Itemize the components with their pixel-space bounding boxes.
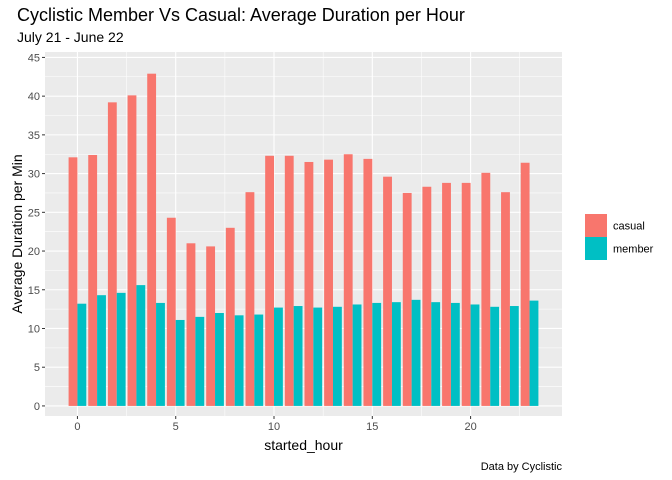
x-axis-title: started_hour bbox=[264, 437, 343, 453]
bar-member bbox=[175, 319, 185, 406]
y-tick-label: 20 bbox=[28, 246, 40, 258]
chart-subtitle: July 21 - June 22 bbox=[17, 29, 124, 45]
chart-title: Cyclistic Member Vs Casual: Average Dura… bbox=[17, 5, 465, 25]
bar-casual bbox=[206, 246, 216, 406]
legend-label-casual: casual bbox=[613, 221, 645, 233]
bar-member bbox=[234, 315, 244, 406]
bar-casual bbox=[501, 192, 510, 406]
chart-caption: Data by Cyclistic bbox=[481, 461, 563, 473]
bar-member bbox=[215, 312, 224, 406]
bar-member bbox=[156, 302, 165, 406]
bar-casual bbox=[363, 158, 373, 406]
bar-casual bbox=[442, 182, 451, 406]
bars bbox=[68, 73, 539, 406]
bar-casual bbox=[520, 162, 530, 406]
bar-casual bbox=[324, 159, 333, 406]
legend-key-member bbox=[585, 237, 607, 260]
bar-member bbox=[490, 306, 500, 406]
bar-member bbox=[332, 306, 342, 406]
y-tick-label: 0 bbox=[34, 401, 40, 413]
bar-member bbox=[470, 304, 480, 406]
bar-member bbox=[136, 285, 146, 406]
bar-member bbox=[293, 306, 303, 406]
bar-casual bbox=[422, 186, 432, 406]
bar-member bbox=[431, 302, 441, 406]
bar-casual bbox=[245, 192, 255, 406]
y-tick-label: 5 bbox=[34, 362, 40, 374]
bar-member bbox=[116, 292, 126, 406]
y-tick-label: 45 bbox=[28, 52, 40, 64]
bar-casual bbox=[304, 161, 314, 406]
y-axis-title: Average Duration per Min bbox=[9, 154, 25, 313]
bar-casual bbox=[166, 217, 176, 406]
bar-casual bbox=[186, 243, 196, 406]
x-axis: 0 5 10 15 20 bbox=[74, 416, 477, 433]
bar-casual bbox=[147, 73, 157, 406]
legend: casual member bbox=[585, 214, 654, 260]
bar-member bbox=[372, 302, 382, 406]
bar-casual bbox=[68, 157, 78, 406]
y-tick-label: 10 bbox=[28, 323, 40, 335]
bar-casual bbox=[265, 155, 275, 406]
bar-member bbox=[509, 306, 519, 406]
y-tick-label: 25 bbox=[28, 207, 40, 219]
bar-casual bbox=[225, 227, 235, 406]
y-axis: 0 5 10 15 20 25 30 35 40 45 bbox=[28, 52, 45, 413]
bar-member bbox=[352, 304, 362, 406]
y-tick-label: 35 bbox=[28, 130, 40, 142]
bar-casual bbox=[461, 182, 471, 406]
bar-member bbox=[529, 300, 539, 406]
bar-casual bbox=[343, 154, 353, 406]
bar-member bbox=[97, 295, 106, 406]
bar-member bbox=[391, 302, 401, 406]
bar-casual bbox=[383, 176, 392, 406]
x-tick-label: 0 bbox=[74, 421, 80, 433]
bar-casual bbox=[88, 155, 98, 406]
y-tick-label: 30 bbox=[28, 169, 40, 181]
legend-label-member: member bbox=[613, 244, 654, 256]
bar-casual bbox=[402, 192, 412, 406]
x-tick-label: 5 bbox=[173, 421, 179, 433]
bar-member bbox=[411, 299, 421, 406]
bar-member bbox=[274, 307, 283, 406]
bar-member bbox=[254, 314, 264, 406]
bar-casual bbox=[481, 172, 491, 406]
bar-member bbox=[77, 303, 87, 406]
y-tick-label: 40 bbox=[28, 91, 40, 103]
bar-casual bbox=[107, 102, 117, 406]
bar-member bbox=[195, 316, 205, 406]
legend-key-casual bbox=[585, 214, 607, 237]
bar-casual bbox=[127, 95, 137, 406]
bar-member bbox=[450, 302, 460, 406]
bar-casual bbox=[284, 155, 294, 406]
bar-member bbox=[313, 307, 323, 406]
x-tick-label: 15 bbox=[366, 421, 378, 433]
x-tick-label: 10 bbox=[268, 421, 280, 433]
x-tick-label: 20 bbox=[464, 421, 476, 433]
y-tick-label: 15 bbox=[28, 285, 40, 297]
